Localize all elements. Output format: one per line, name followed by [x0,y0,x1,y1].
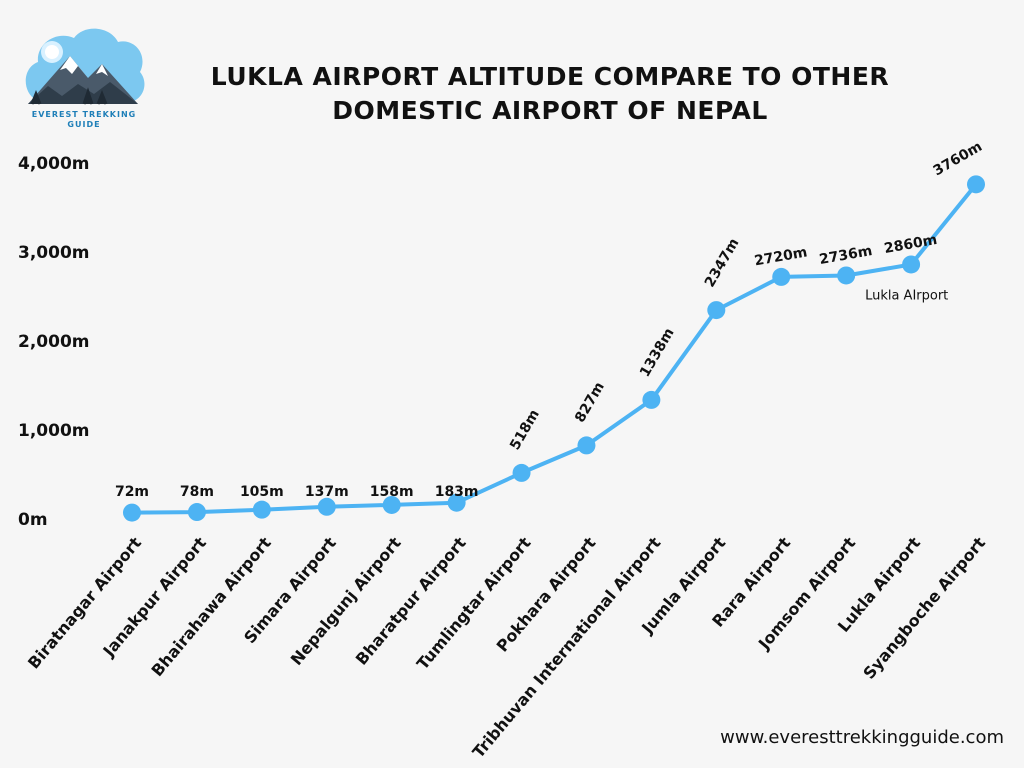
data-point [577,436,596,455]
chart-title-line2: DOMESTIC AIRPORT OF NEPAL [332,96,768,125]
logo-text-line1: EVEREST TREKKING [31,110,137,119]
data-point [317,497,336,516]
data-point [707,301,726,320]
y-tick-label: 1,000m [18,421,90,441]
data-points [123,175,985,522]
x-tick-label: Bharatpur Airport [352,533,470,669]
data-label: 158m [370,484,414,500]
data-label: 78m [180,484,214,500]
data-label: 2736m [818,243,874,268]
data-point [967,175,985,194]
y-tick-label: 2,000m [18,332,90,352]
data-label: 105m [240,484,284,500]
data-point [252,500,271,519]
data-point [447,493,466,512]
data-label: 183m [435,484,479,500]
logo-text: EVEREST TREKKING GUIDE [22,110,146,130]
data-label: 2347m [702,236,743,290]
data-point [902,255,921,274]
annotations: Lukla AIrport [865,288,948,303]
lukla-annotation: Lukla AIrport [865,288,948,303]
x-tick-label: Biratnagar Airport [24,533,145,672]
data-label: 137m [305,484,349,500]
data-point [642,390,661,409]
data-point [772,267,791,286]
data-point [512,463,531,482]
y-tick-label: 3,000m [18,243,90,263]
data-point [187,503,206,522]
data-label: 72m [115,484,149,500]
data-label: 3760m [931,139,985,180]
footer-url: www.everesttrekkingguide.com [720,727,1004,748]
data-point [837,266,856,285]
chart-title: LUKLA AIRPORT ALTITUDE COMPARE TO OTHER … [200,60,900,128]
mountain-logo-icon [25,28,145,105]
series-line [131,183,978,515]
x-tick-label: Nepalgunj Airport [287,533,405,669]
x-tick-label: Tumlingtar Airport [413,533,535,673]
data-label: 518m [507,407,543,453]
x-tick-label: Bhairahawa Airport [147,533,275,680]
logo-text-line2: GUIDE [67,120,101,129]
data-label: 827m [572,379,608,425]
data-label: 2720m [753,244,809,269]
y-tick-label: 4,000m [18,154,90,174]
y-tick-label: 0m [18,510,48,530]
data-labels: 72m 78m 105m 137m 158m 183m518m827m1338m2347m… [115,139,985,500]
chart-title-line1: LUKLA AIRPORT ALTITUDE COMPARE TO OTHER [210,62,890,91]
y-axis: 0m 1,000m 2,000m 3,000m 4,000m [18,154,90,530]
x-tick-label: Syangboche Airport [859,533,989,683]
data-point [123,503,141,522]
data-label: 2860m [883,232,939,257]
data-point [382,495,401,514]
